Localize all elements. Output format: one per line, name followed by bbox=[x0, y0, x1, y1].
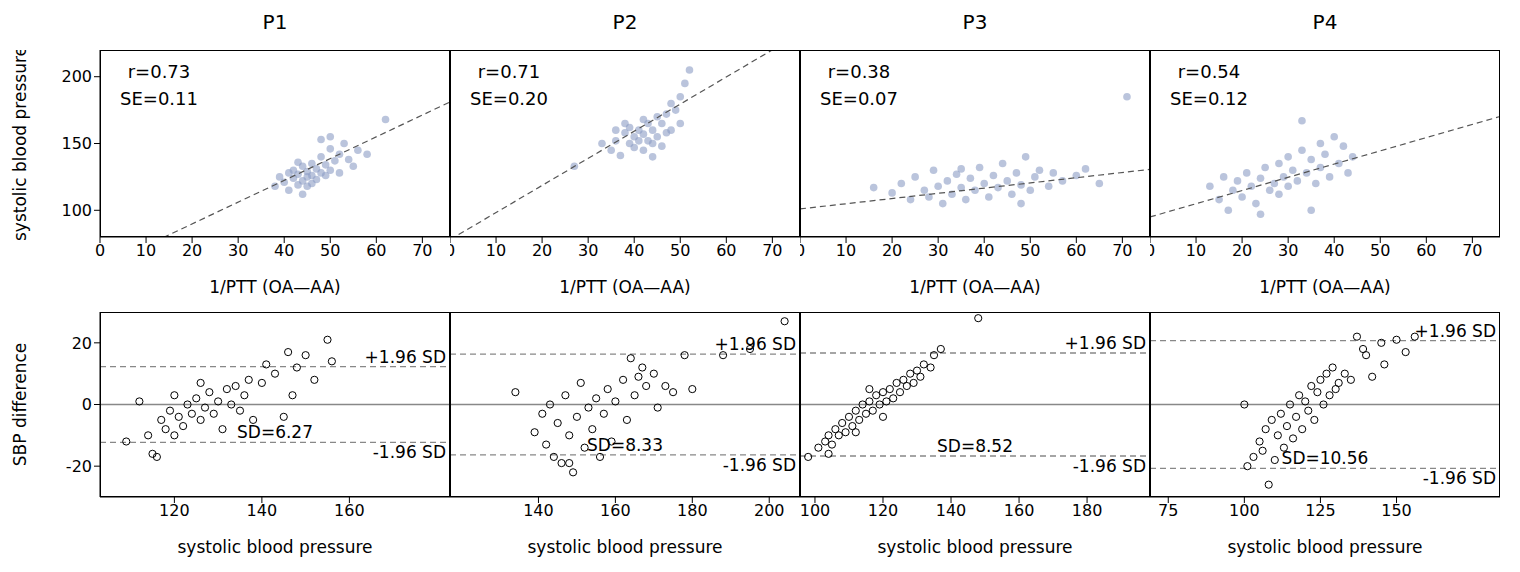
svg-text:systolic blood pressure: systolic blood pressure bbox=[528, 537, 723, 557]
html-text:SE=0.20: SE=0.20 bbox=[470, 88, 548, 109]
svg-text:180: 180 bbox=[1072, 501, 1103, 520]
html-text:r=0.38: r=0.38 bbox=[827, 61, 891, 82]
svg-text:20: 20 bbox=[182, 241, 202, 260]
svg-text:10: 10 bbox=[1186, 241, 1206, 260]
svg-text:1/PTT (OA—AA): 1/PTT (OA—AA) bbox=[909, 277, 1040, 297]
svg-text:-20: -20 bbox=[66, 457, 92, 476]
svg-text:120: 120 bbox=[159, 501, 190, 520]
svg-text:160: 160 bbox=[1004, 501, 1035, 520]
html-text:P1: P1 bbox=[262, 10, 288, 34]
svg-text:200: 200 bbox=[754, 501, 785, 520]
svg-text:60: 60 bbox=[366, 241, 386, 260]
svg-text:50: 50 bbox=[670, 241, 690, 260]
svg-text:140: 140 bbox=[247, 501, 278, 520]
html-text:r=0.73: r=0.73 bbox=[127, 61, 191, 82]
svg-text:+1.96 SD: +1.96 SD bbox=[365, 347, 446, 367]
svg-text:150: 150 bbox=[61, 134, 92, 153]
svg-text:20: 20 bbox=[882, 241, 902, 260]
svg-text:1/PTT (OA—AA): 1/PTT (OA—AA) bbox=[209, 277, 340, 297]
svg-text:systolic blood pressure: systolic blood pressure bbox=[10, 50, 30, 241]
svg-text:20: 20 bbox=[532, 241, 552, 260]
svg-text:100: 100 bbox=[61, 201, 92, 220]
html-text:r=0.54: r=0.54 bbox=[1177, 61, 1241, 82]
svg-text:1/PTT (OA—AA): 1/PTT (OA—AA) bbox=[559, 277, 690, 297]
svg-text:-1.96 SD: -1.96 SD bbox=[1073, 456, 1146, 476]
html-text:SE=0.07: SE=0.07 bbox=[820, 88, 898, 109]
svg-text:0: 0 bbox=[800, 241, 805, 260]
svg-text:120: 120 bbox=[868, 501, 899, 520]
svg-text:0: 0 bbox=[1150, 241, 1155, 260]
svg-text:10: 10 bbox=[136, 241, 156, 260]
svg-text:+1.96 SD: +1.96 SD bbox=[1415, 321, 1496, 341]
svg-text:100: 100 bbox=[1229, 501, 1260, 520]
svg-text:10: 10 bbox=[836, 241, 856, 260]
svg-text:30: 30 bbox=[578, 241, 598, 260]
svg-text:40: 40 bbox=[974, 241, 994, 260]
svg-text:20: 20 bbox=[72, 334, 92, 353]
svg-text:systolic blood pressure: systolic blood pressure bbox=[1228, 537, 1423, 557]
svg-text:60: 60 bbox=[716, 241, 736, 260]
svg-text:40: 40 bbox=[1324, 241, 1344, 260]
svg-text:75: 75 bbox=[1158, 501, 1178, 520]
html-text:P3: P3 bbox=[962, 10, 988, 34]
html-text:SE=0.11: SE=0.11 bbox=[120, 88, 198, 109]
svg-text:60: 60 bbox=[1066, 241, 1086, 260]
svg-text:-1.96 SD: -1.96 SD bbox=[723, 455, 796, 475]
html-text:r=0.71: r=0.71 bbox=[477, 61, 541, 82]
svg-text:50: 50 bbox=[320, 241, 340, 260]
svg-text:SD=10.56: SD=10.56 bbox=[1282, 448, 1369, 468]
svg-text:SD=6.27: SD=6.27 bbox=[237, 422, 313, 442]
svg-text:-1.96 SD: -1.96 SD bbox=[373, 442, 446, 462]
svg-text:160: 160 bbox=[600, 501, 631, 520]
svg-text:125: 125 bbox=[1305, 501, 1336, 520]
svg-text:50: 50 bbox=[1370, 241, 1390, 260]
svg-text:60: 60 bbox=[1416, 241, 1436, 260]
svg-text:0: 0 bbox=[82, 395, 92, 414]
html-text:P4: P4 bbox=[1312, 10, 1338, 34]
svg-text:+1.96 SD: +1.96 SD bbox=[715, 334, 796, 354]
svg-text:70: 70 bbox=[412, 241, 432, 260]
svg-text:150: 150 bbox=[1381, 501, 1412, 520]
svg-text:200: 200 bbox=[61, 67, 92, 86]
svg-text:100: 100 bbox=[800, 501, 830, 520]
svg-text:160: 160 bbox=[334, 501, 365, 520]
svg-text:40: 40 bbox=[624, 241, 644, 260]
svg-text:20: 20 bbox=[1232, 241, 1252, 260]
svg-text:70: 70 bbox=[762, 241, 782, 260]
html-text:SE=0.12: SE=0.12 bbox=[1170, 88, 1248, 109]
svg-text:40: 40 bbox=[274, 241, 294, 260]
svg-text:140: 140 bbox=[523, 501, 554, 520]
svg-text:10: 10 bbox=[486, 241, 506, 260]
svg-text:SD=8.52: SD=8.52 bbox=[937, 436, 1013, 456]
svg-text:0: 0 bbox=[450, 241, 455, 260]
svg-text:30: 30 bbox=[928, 241, 948, 260]
svg-text:systolic blood pressure: systolic blood pressure bbox=[878, 537, 1073, 557]
svg-text:180: 180 bbox=[677, 501, 708, 520]
svg-text:140: 140 bbox=[936, 501, 967, 520]
svg-text:70: 70 bbox=[1112, 241, 1132, 260]
svg-text:systolic blood pressure: systolic blood pressure bbox=[178, 537, 373, 557]
svg-text:SD=8.33: SD=8.33 bbox=[587, 435, 663, 455]
svg-text:30: 30 bbox=[228, 241, 248, 260]
svg-text:50: 50 bbox=[1020, 241, 1040, 260]
svg-text:SBP difference: SBP difference bbox=[10, 343, 30, 466]
html-text:P2: P2 bbox=[612, 10, 638, 34]
svg-text:30: 30 bbox=[1278, 241, 1298, 260]
svg-text:-1.96 SD: -1.96 SD bbox=[1423, 468, 1496, 488]
svg-text:70: 70 bbox=[1462, 241, 1482, 260]
svg-text:1/PTT (OA—AA): 1/PTT (OA—AA) bbox=[1259, 277, 1390, 297]
svg-text:0: 0 bbox=[95, 241, 105, 260]
svg-text:+1.96 SD: +1.96 SD bbox=[1065, 333, 1146, 353]
